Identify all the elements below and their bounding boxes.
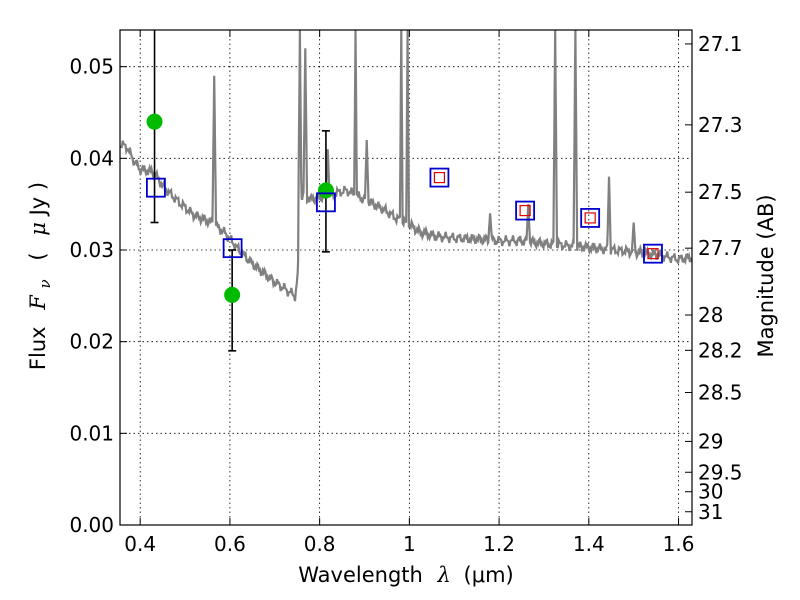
x-axis-label-prefix: Wavelength	[298, 563, 423, 587]
synthetic-square	[584, 212, 596, 224]
x-tick-label: 1.4	[573, 532, 605, 556]
x-tick-label: 0.4	[124, 532, 156, 556]
y2-tick-label: 28	[698, 303, 723, 327]
y2-tick-label: 30	[698, 480, 723, 504]
y2-tick-label: 29	[698, 429, 723, 453]
y2-tick-label: 27.7	[698, 236, 743, 260]
observed-point	[317, 182, 334, 199]
synthetic-square	[519, 204, 531, 217]
model-square	[429, 167, 450, 188]
y-tick-label: 0.02	[69, 330, 114, 354]
y2-tick-label: 27.5	[698, 180, 743, 204]
spectrum-layer	[120, 30, 692, 302]
y2-tick-label: 27.1	[698, 32, 743, 56]
observed-point	[146, 113, 163, 130]
y2-tick-label: 27.3	[698, 113, 743, 137]
x-axis-label-symbol: λ	[437, 563, 451, 587]
model-square	[316, 192, 336, 213]
y-axis-label-units-rest: Jy )	[26, 182, 50, 218]
model-square	[515, 200, 536, 221]
y2-axis-label: Magnitude (AB)	[754, 194, 778, 357]
y-axis-label-subscript: ν	[36, 279, 54, 288]
model-square	[222, 238, 243, 259]
y-tick-label: 0.04	[69, 146, 114, 170]
plot-frame	[119, 29, 693, 526]
synthetic-square	[433, 171, 446, 184]
x-tick-label: 1.6	[663, 532, 695, 556]
model-square	[580, 208, 601, 228]
y2-tick-label: 31	[698, 500, 723, 524]
x-tick-label: 1	[403, 532, 416, 556]
y2-tick-label: 29.5	[698, 460, 743, 484]
y-axis-label: Flux F ν ( μ Jy )	[26, 182, 55, 370]
y-tick-label: 0.05	[69, 55, 114, 79]
y2-tick-label: 28.2	[698, 338, 743, 362]
synthetic-square	[647, 248, 659, 260]
observed-point-group	[317, 130, 334, 253]
observed-point-group	[224, 249, 241, 352]
markers-layer	[145, 30, 663, 352]
ticks: 0.4 0.6 0.8 1 1.2 1.4 1.6 0.00 0.01 0.02 0.03 0.04 0…	[69, 30, 743, 556]
observed-point-group	[146, 30, 163, 224]
y-axis-label-prefix: Flux	[26, 326, 50, 370]
x-axis-label-units: (μm)	[464, 563, 514, 587]
observed-point	[224, 286, 241, 303]
y-axis-label-units-mu: μ	[26, 222, 50, 236]
x-tick-label: 0.8	[304, 532, 336, 556]
x-axis-label: Wavelength λ (μm)	[298, 563, 513, 587]
y-axis-label-symbol: F	[26, 294, 50, 311]
y2-tick-label: 28.5	[698, 381, 743, 405]
y-tick-label: 0.03	[69, 238, 114, 262]
y-axis-label-units-open: (	[26, 252, 50, 260]
x-tick-label: 0.6	[214, 532, 246, 556]
spectrum-line	[120, 30, 692, 302]
model-square	[643, 243, 663, 264]
y-tick-label: 0.00	[69, 513, 114, 537]
model-square	[145, 177, 166, 198]
x-tick-label: 1.2	[483, 532, 515, 556]
y-tick-label: 0.01	[69, 421, 114, 445]
